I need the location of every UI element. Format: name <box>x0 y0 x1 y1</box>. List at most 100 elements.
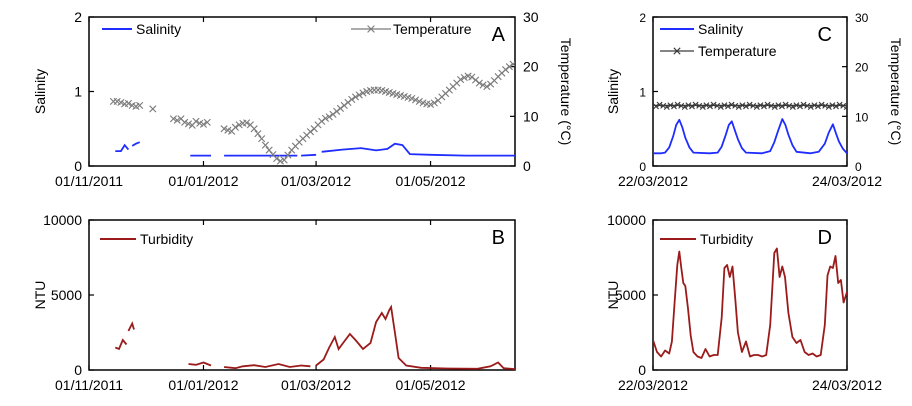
legend-label: Turbidity <box>700 231 753 247</box>
marker-x <box>779 103 785 110</box>
marker-x <box>348 95 356 104</box>
marker-x <box>761 103 767 110</box>
marker-x <box>235 121 243 129</box>
panel-b: 01/11/2011 01/01/2012 01/03/2012 01/05/2012… <box>32 212 516 393</box>
marker-x <box>456 75 465 84</box>
y-tick-label: 10000 <box>607 212 646 228</box>
y2-tick-label: 30 <box>855 11 869 25</box>
marker-x <box>739 102 746 109</box>
y2-axis-label: Temperature (°C) <box>888 38 904 146</box>
y-axis-label: Salinity <box>32 69 48 114</box>
marker-x <box>685 102 692 109</box>
marker-x <box>782 101 789 108</box>
marker-x <box>818 101 825 108</box>
marker-x <box>829 102 836 109</box>
y-tick-label: 0 <box>639 160 646 174</box>
marker-x <box>678 102 685 109</box>
marker-x <box>321 114 330 122</box>
marker-x <box>273 154 281 163</box>
series-line <box>188 361 212 367</box>
y2-tick-label: 0 <box>523 158 531 174</box>
x-tick-label: 22/03/2012 <box>618 377 688 393</box>
marker-x <box>804 102 811 109</box>
plot-area <box>653 247 847 359</box>
marker-x <box>663 104 670 110</box>
marker-x <box>771 104 778 110</box>
series-line <box>224 363 311 370</box>
marker-x <box>136 101 144 109</box>
marker-x <box>479 81 487 89</box>
marker-x <box>822 102 829 109</box>
series-line <box>127 321 135 332</box>
panel-c: 22/03/2012 24/03/2012012Salinity0102030Te… <box>605 11 904 189</box>
x-tick-label: 01/03/2012 <box>281 377 351 393</box>
marker-x <box>181 118 189 126</box>
marker-x <box>743 103 749 110</box>
marker-x <box>764 101 771 108</box>
marker-x <box>735 104 742 110</box>
y-tick-label: 1 <box>74 84 82 100</box>
x-tick-label: 22/03/2012 <box>618 173 688 189</box>
legend-label: Temperature <box>393 21 472 37</box>
y2-tick-label: 30 <box>523 9 539 25</box>
marker-x <box>184 120 193 128</box>
marker-x <box>707 103 713 110</box>
y2-tick-label: 0 <box>855 160 862 174</box>
legend-label: Salinity <box>136 21 181 37</box>
y-tick-label: 2 <box>74 9 82 25</box>
marker-x <box>258 135 266 143</box>
plot-area <box>114 304 515 370</box>
marker-x <box>768 102 775 109</box>
marker-x <box>793 102 800 109</box>
series-line <box>301 153 317 157</box>
marker-x <box>483 82 491 91</box>
panel-a: 01/11/2011 01/01/2012 01/03/2012 01/05/2012… <box>32 9 574 189</box>
marker-x <box>732 102 739 109</box>
marker-x <box>811 102 818 109</box>
marker-x <box>667 102 674 109</box>
marker-x <box>789 104 796 110</box>
y-tick-label: 5000 <box>615 287 646 303</box>
series-line <box>115 143 130 152</box>
marker-x <box>359 89 367 97</box>
legend: Turbidity <box>660 231 753 247</box>
marker-x <box>833 103 839 110</box>
y-tick-label: 1 <box>639 86 646 100</box>
marker-x <box>843 104 847 110</box>
x-tick-label: 24/03/2012 <box>812 377 882 393</box>
panel-letter: A <box>492 24 506 46</box>
marker-x <box>411 96 420 104</box>
marker-x <box>173 116 181 124</box>
marker-x <box>840 102 847 109</box>
x-tick-label: 01/11/2011 <box>55 173 123 189</box>
x-tick-label: 01/01/2012 <box>168 173 238 189</box>
marker-x <box>703 102 710 109</box>
marker-x <box>825 104 832 110</box>
marker-x <box>671 103 677 110</box>
y2-axis-label: Temperature (°C) <box>558 38 574 146</box>
marker-x <box>717 104 724 110</box>
x-tick-label: 01/05/2012 <box>396 173 466 189</box>
marker-x <box>750 102 757 109</box>
marker-x <box>836 101 843 108</box>
legend-label: Turbidity <box>140 231 193 247</box>
marker-x <box>786 102 793 109</box>
marker-x <box>415 97 423 106</box>
y-axis-label: NTU <box>32 281 48 310</box>
panel-letter: D <box>818 227 832 249</box>
marker-x <box>475 79 483 87</box>
marker-x <box>220 125 228 133</box>
marker-x <box>505 63 513 71</box>
marker-x <box>351 93 360 101</box>
marker-x <box>721 102 728 109</box>
y-axis-label: Salinity <box>605 69 621 114</box>
marker-x <box>203 118 211 126</box>
marker-x <box>696 102 703 109</box>
y2-tick-label: 10 <box>855 110 869 124</box>
panel-letter: B <box>492 227 505 249</box>
y-tick-label: 10000 <box>43 212 82 228</box>
marker-x <box>689 103 695 110</box>
y-tick-label: 0 <box>74 362 82 378</box>
marker-x <box>681 104 688 110</box>
